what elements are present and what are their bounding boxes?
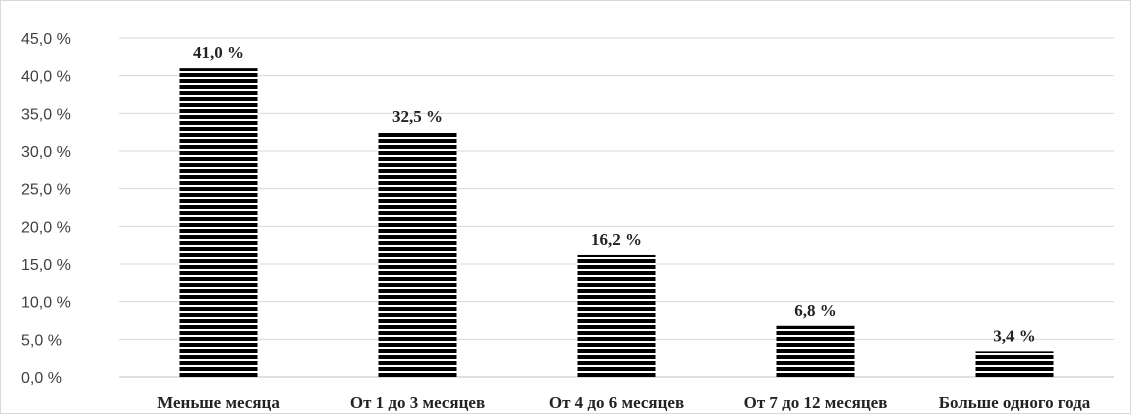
y-tick-label: 20,0 % <box>21 219 71 236</box>
bar <box>975 351 1054 377</box>
y-tick-label: 25,0 % <box>21 182 71 199</box>
data-labels-layer: 41,0 % 32,5 % 16,2 % 6,8 % 3,4 % <box>193 43 1036 345</box>
bar <box>179 68 258 377</box>
x-tick-label: От 4 до 6 месяцев <box>549 393 684 412</box>
data-label: 3,4 % <box>993 326 1036 345</box>
y-tick-label: 45,0 % <box>21 31 71 48</box>
data-label: 41,0 % <box>193 43 244 62</box>
bar <box>776 325 855 377</box>
x-tick-label: От 1 до 3 месяцев <box>350 393 485 412</box>
y-tick-label: 30,0 % <box>21 144 71 161</box>
data-label: 6,8 % <box>794 301 837 320</box>
y-tick-label: 5,0 % <box>21 332 62 349</box>
bars-layer <box>179 68 1054 377</box>
y-tick-label: 35,0 % <box>21 106 71 123</box>
y-tick-label: 15,0 % <box>21 257 71 274</box>
x-axis: Меньше месяца От 1 до 3 месяцев От 4 до 6 … <box>157 393 1091 412</box>
x-tick-label: Больше одного года <box>939 393 1091 412</box>
bar <box>577 254 656 377</box>
y-axis: 0,0 % 5,0 % 10,0 % 15,0 % 20,0 % 25,0 % 30,0 %… <box>21 31 71 387</box>
data-label: 32,5 % <box>392 107 443 126</box>
y-tick-label: 0,0 % <box>21 370 62 387</box>
x-tick-label: Меньше месяца <box>157 393 280 412</box>
x-tick-label: От 7 до 12 месяцев <box>744 393 888 412</box>
bar <box>378 132 457 377</box>
y-tick-label: 40,0 % <box>21 69 71 86</box>
y-tick-label: 10,0 % <box>21 295 71 312</box>
data-label: 16,2 % <box>591 230 642 249</box>
grid-layer <box>119 37 1114 378</box>
